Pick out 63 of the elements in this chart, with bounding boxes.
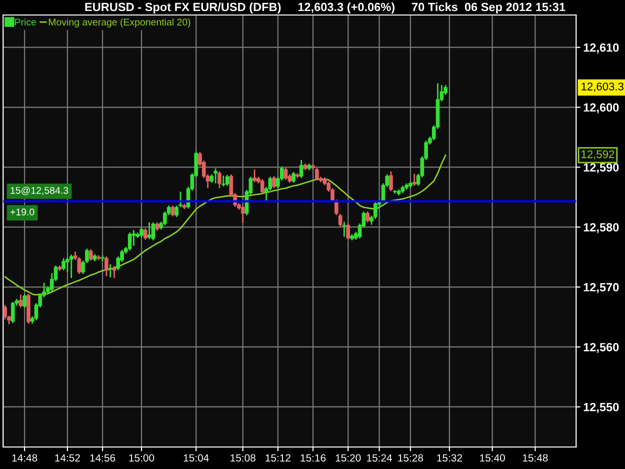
candlestick <box>346 222 350 240</box>
candlestick <box>214 168 218 184</box>
candlestick <box>225 174 230 186</box>
x-tick-label: 15:28 <box>398 454 424 462</box>
candlestick <box>170 204 175 218</box>
candlestick <box>112 265 116 279</box>
candlestick <box>272 175 276 189</box>
chart-title: EURUSD - Spot FX EUR/USD (DFB) 12,603.3 (+0.06%) 70 Ticks 06 Sep 2012 15:31 <box>85 2 566 14</box>
candlestick <box>18 294 23 308</box>
x-tick-label: 15:12 <box>266 454 290 462</box>
candlestick <box>260 178 264 194</box>
candlestick <box>143 228 148 240</box>
y-tick-label: 12,610 <box>584 43 619 54</box>
y-tick-label: 12,550 <box>584 402 619 413</box>
x-tick-label: 15:08 <box>230 454 256 462</box>
x-tick-label: 15:20 <box>336 454 361 462</box>
candlestick <box>338 213 342 228</box>
candlestick <box>342 221 346 238</box>
x-tick-label: 14:52 <box>55 454 80 462</box>
candlestick <box>389 170 393 192</box>
candlestick <box>147 222 152 240</box>
y-tick-label: 12,570 <box>584 283 619 294</box>
x-tick-label: 15:48 <box>522 454 548 462</box>
candlestick <box>218 170 222 189</box>
ref-line-label: 15@12,584.3 <box>10 186 68 196</box>
annotation: +19.0 <box>10 208 34 216</box>
text: 12,603.3 <box>582 82 624 92</box>
candlestick <box>221 174 226 188</box>
candlestick <box>292 171 296 184</box>
candlestick <box>151 222 156 241</box>
x-tick-label: 15:24 <box>367 454 392 462</box>
x-tick-label: 14:56 <box>90 454 116 462</box>
candlestick <box>315 167 319 182</box>
legend-label: Price <box>15 18 36 26</box>
legend-label: Moving average (Exponential 20) <box>48 18 190 28</box>
y-tick-label: 12,590 <box>584 163 619 174</box>
candlestick <box>412 173 416 186</box>
candlestick <box>252 168 256 183</box>
candlestick <box>108 264 112 278</box>
candlestick <box>10 301 15 324</box>
candlestick <box>140 227 144 238</box>
candlestick <box>132 229 136 246</box>
x-tick-label: 15:40 <box>480 454 505 462</box>
x-tick-label: 15:04 <box>184 454 209 462</box>
x-tick-label: 15:00 <box>129 454 154 462</box>
x-tick-label: 15:16 <box>300 454 326 462</box>
y-tick-label: 12,560 <box>584 342 619 354</box>
x-tick-label: 15:32 <box>437 454 462 462</box>
candlestick <box>366 210 370 224</box>
candlestick <box>62 258 66 271</box>
candlestick <box>128 232 132 252</box>
candlestick <box>3 304 7 320</box>
y-tick-label: 12,580 <box>584 223 619 234</box>
candlestick <box>104 256 108 277</box>
candlestick <box>299 159 304 179</box>
candlestick <box>88 248 93 262</box>
candlestick <box>22 294 26 309</box>
candlestick <box>69 254 74 279</box>
y-tick-label: 12,600 <box>584 103 619 114</box>
candlestick <box>240 204 245 224</box>
text: 12,592 <box>582 150 614 160</box>
candlestick <box>284 167 288 180</box>
x-tick-label: 14:48 <box>12 454 38 462</box>
